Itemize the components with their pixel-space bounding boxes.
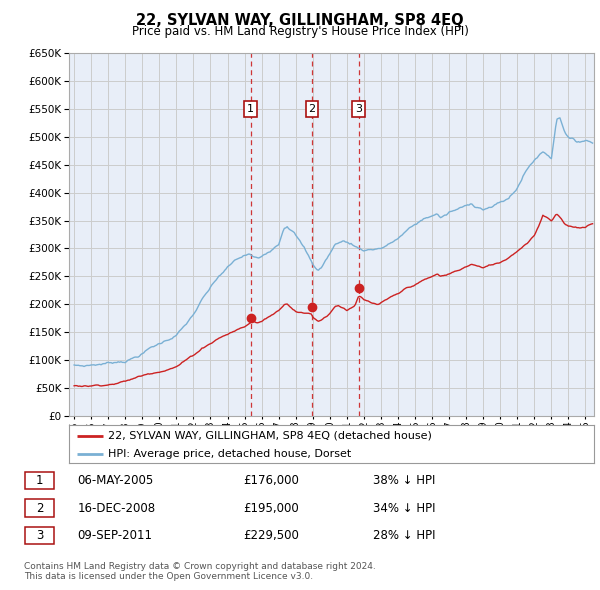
Text: £176,000: £176,000 [244, 474, 299, 487]
Text: 06-MAY-2005: 06-MAY-2005 [77, 474, 154, 487]
Text: 2: 2 [35, 502, 43, 514]
Text: 2: 2 [308, 104, 316, 114]
Text: 16-DEC-2008: 16-DEC-2008 [77, 502, 155, 514]
FancyBboxPatch shape [25, 500, 54, 517]
Text: Price paid vs. HM Land Registry's House Price Index (HPI): Price paid vs. HM Land Registry's House … [131, 25, 469, 38]
Text: 22, SYLVAN WAY, GILLINGHAM, SP8 4EQ: 22, SYLVAN WAY, GILLINGHAM, SP8 4EQ [136, 13, 464, 28]
Text: 3: 3 [355, 104, 362, 114]
FancyBboxPatch shape [25, 527, 54, 544]
Text: 34% ↓ HPI: 34% ↓ HPI [373, 502, 436, 514]
Text: HPI: Average price, detached house, Dorset: HPI: Average price, detached house, Dors… [109, 448, 352, 458]
Text: Contains HM Land Registry data © Crown copyright and database right 2024.
This d: Contains HM Land Registry data © Crown c… [24, 562, 376, 581]
Text: £195,000: £195,000 [244, 502, 299, 514]
Text: 1: 1 [247, 104, 254, 114]
Text: 28% ↓ HPI: 28% ↓ HPI [373, 529, 436, 542]
Text: 09-SEP-2011: 09-SEP-2011 [77, 529, 152, 542]
FancyBboxPatch shape [25, 472, 54, 489]
Text: 1: 1 [35, 474, 43, 487]
Text: 22, SYLVAN WAY, GILLINGHAM, SP8 4EQ (detached house): 22, SYLVAN WAY, GILLINGHAM, SP8 4EQ (det… [109, 431, 432, 441]
Text: 3: 3 [36, 529, 43, 542]
Text: £229,500: £229,500 [244, 529, 299, 542]
Text: 38% ↓ HPI: 38% ↓ HPI [373, 474, 436, 487]
